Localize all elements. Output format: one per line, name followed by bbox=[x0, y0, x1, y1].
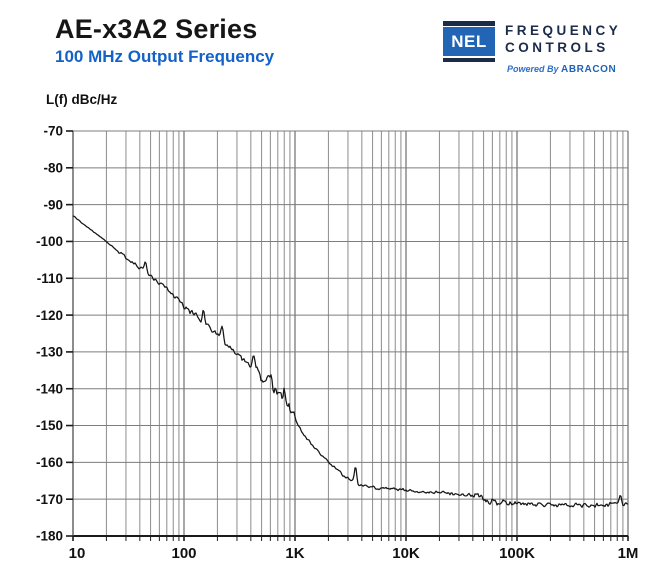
logo-line-frequency: FREQUENCY bbox=[505, 23, 622, 38]
y-axis-title: L(f) dBc/Hz bbox=[46, 92, 118, 107]
phase-noise-curve bbox=[72, 215, 629, 508]
y-tick-label: -150 bbox=[36, 418, 63, 433]
y-tick-label: -100 bbox=[36, 234, 63, 249]
y-tick-label: -170 bbox=[36, 492, 63, 507]
powered-by-abracon: Powered By ABRACON bbox=[505, 59, 621, 77]
page-title: AE-x3A2 Series bbox=[55, 14, 258, 44]
page-subtitle: 100 MHz Output Frequency bbox=[55, 47, 275, 66]
y-tick-label: -110 bbox=[37, 271, 63, 286]
y-tick-label: -160 bbox=[36, 455, 63, 470]
nel-logo-mark: NEL bbox=[443, 21, 495, 62]
nel-logo-top-bar bbox=[443, 21, 495, 26]
logo-wordmark: FREQUENCY CONTROLS Powered By ABRACON bbox=[505, 21, 621, 77]
ticks: -70 -80 -90 -100 -110 -120 -130 -140 -150 -160 -17… bbox=[36, 124, 638, 562]
nel-logo-text: NEL bbox=[443, 27, 495, 56]
x-tick-label: 1K bbox=[285, 545, 304, 562]
abracon-brand-text: ABRACON bbox=[561, 64, 617, 75]
x-tick-label: 100 bbox=[171, 545, 196, 562]
x-tick-label: 10 bbox=[69, 545, 86, 562]
nel-logo-bottom-bar bbox=[443, 57, 495, 62]
logo-line-controls: CONTROLS bbox=[505, 39, 609, 55]
y-tick-label: -130 bbox=[36, 345, 63, 360]
powered-by-text: Powered By bbox=[507, 64, 562, 74]
x-tick-label: 1M bbox=[618, 545, 639, 562]
y-tick-label: -120 bbox=[36, 308, 63, 323]
x-tick-label: 10K bbox=[392, 545, 420, 562]
grid bbox=[72, 130, 629, 537]
y-tick-label: -90 bbox=[43, 197, 63, 212]
nel-frequency-controls-logo: NEL FREQUENCY CONTROLS Powered By ABRACO… bbox=[443, 21, 621, 77]
y-tick-label: -140 bbox=[36, 381, 63, 396]
y-tick-label: -180 bbox=[36, 529, 63, 544]
y-tick-label: -80 bbox=[43, 161, 63, 176]
y-tick-label: -70 bbox=[43, 124, 63, 139]
x-tick-label: 100K bbox=[499, 545, 535, 562]
